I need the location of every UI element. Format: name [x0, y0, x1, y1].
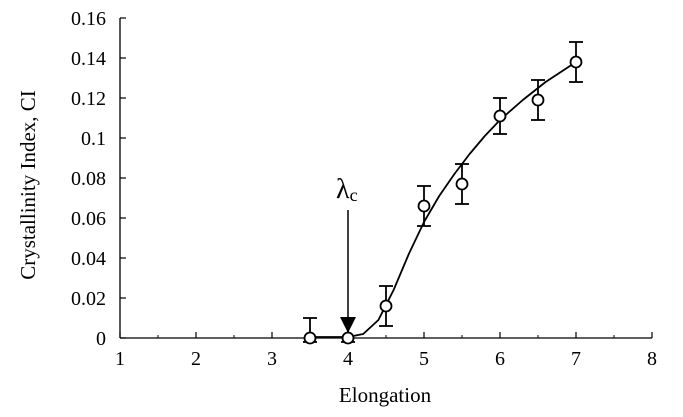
x-tick-label: 6 [495, 348, 505, 370]
x-tick-label: 2 [191, 348, 201, 370]
y-tick-label: 0 [96, 328, 106, 350]
data-point [531, 79, 545, 121]
x-tick-label: 8 [647, 348, 657, 370]
data-point [455, 163, 469, 205]
data-point [417, 185, 431, 227]
y-axis-title: Crystallinity Index, CI [16, 90, 40, 280]
annotation: λc [336, 174, 358, 333]
data-marker [341, 331, 355, 345]
ticks: 1 2 3 4 5 6 7 8 0 0.02 0.04 0.06 0.08 0.1 0.12 0.14 0.16 [71, 8, 657, 370]
annotation-subscript: c [350, 185, 358, 205]
x-tick-label: 1 [115, 348, 125, 370]
y-tick-label: 0.14 [71, 48, 106, 70]
data-point [303, 317, 317, 345]
data-marker [455, 177, 469, 191]
y-tick-label: 0.04 [71, 248, 106, 270]
x-axis-title: Elongation [339, 383, 432, 407]
x-tick-label: 3 [267, 348, 277, 370]
data-marker [569, 55, 583, 69]
y-tick-label: 0.08 [71, 168, 106, 190]
data-point [379, 285, 393, 327]
x-tick-label: 5 [419, 348, 429, 370]
annotation-arrowhead [340, 317, 356, 333]
annotation-label: λc [336, 174, 358, 205]
data-marker [417, 199, 431, 213]
data-marker [531, 93, 545, 107]
data-point [493, 97, 507, 135]
x-tick-label: 7 [571, 348, 581, 370]
fit-curve-group [310, 61, 577, 338]
annotation-symbol: λ [336, 174, 350, 205]
data-marker [303, 331, 317, 345]
data-marker [493, 109, 507, 123]
y-tick-label: 0.06 [71, 208, 106, 230]
fit-curve [310, 61, 577, 338]
y-tick-label: 0.02 [71, 288, 106, 310]
y-tick-label: 0.12 [71, 88, 106, 110]
y-tick-label: 0.1 [81, 128, 106, 150]
data-marker [379, 299, 393, 313]
x-tick-label: 4 [343, 348, 353, 370]
data-point [569, 41, 583, 83]
y-tick-label: 0.16 [71, 8, 106, 30]
data-points [303, 41, 583, 345]
